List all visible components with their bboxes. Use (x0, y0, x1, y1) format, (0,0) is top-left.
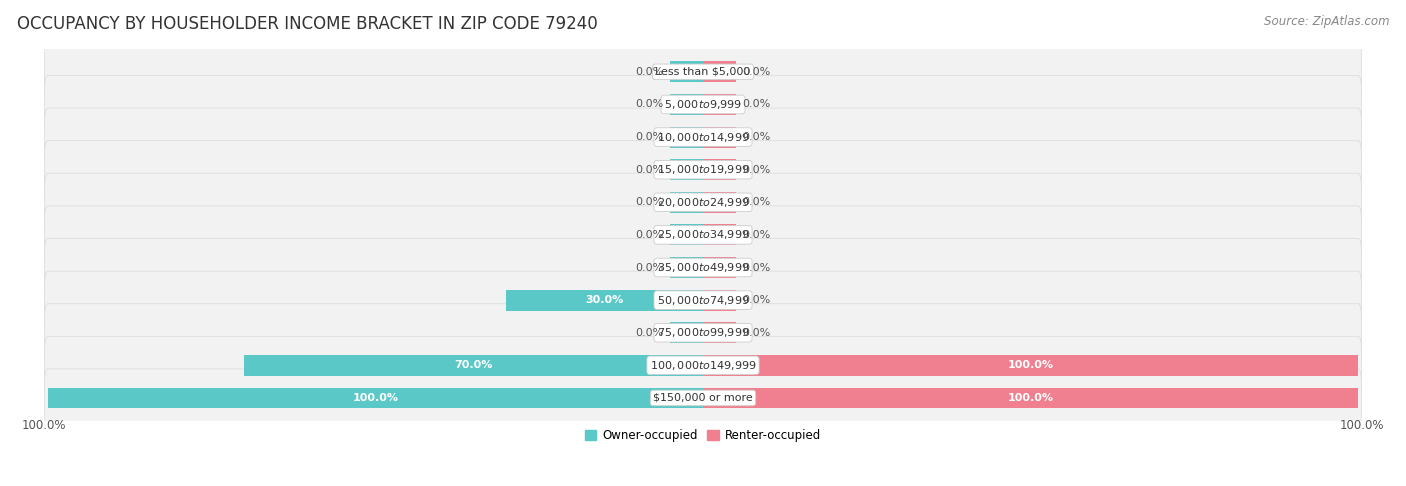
FancyBboxPatch shape (45, 43, 1361, 101)
Text: 0.0%: 0.0% (636, 328, 664, 338)
Text: 70.0%: 70.0% (454, 360, 494, 370)
Bar (671, 257, 703, 278)
Text: $100,000 to $149,999: $100,000 to $149,999 (650, 359, 756, 372)
Bar (703, 257, 735, 278)
Text: 0.0%: 0.0% (742, 328, 770, 338)
FancyBboxPatch shape (45, 304, 1361, 362)
Text: $35,000 to $49,999: $35,000 to $49,999 (657, 261, 749, 274)
Bar (703, 290, 735, 311)
Legend: Owner-occupied, Renter-occupied: Owner-occupied, Renter-occupied (579, 424, 827, 447)
Text: 0.0%: 0.0% (742, 197, 770, 208)
Bar (671, 192, 703, 213)
Text: 0.0%: 0.0% (742, 67, 770, 77)
Text: 30.0%: 30.0% (585, 295, 624, 305)
FancyBboxPatch shape (45, 174, 1361, 231)
Text: 0.0%: 0.0% (636, 165, 664, 174)
Text: $75,000 to $99,999: $75,000 to $99,999 (657, 326, 749, 339)
Bar (703, 192, 735, 213)
FancyBboxPatch shape (45, 369, 1361, 427)
Text: Source: ZipAtlas.com: Source: ZipAtlas.com (1264, 15, 1389, 28)
Text: 100.0%: 100.0% (1340, 419, 1385, 432)
Bar (671, 61, 703, 82)
Text: 100.0%: 100.0% (353, 393, 398, 403)
Bar (671, 127, 703, 147)
Text: $25,000 to $34,999: $25,000 to $34,999 (657, 228, 749, 242)
Text: 0.0%: 0.0% (636, 197, 664, 208)
Text: 100.0%: 100.0% (21, 419, 66, 432)
FancyBboxPatch shape (45, 108, 1361, 166)
Text: $150,000 or more: $150,000 or more (654, 393, 752, 403)
FancyBboxPatch shape (45, 206, 1361, 264)
Text: 100.0%: 100.0% (1008, 393, 1053, 403)
Bar (671, 159, 703, 180)
Bar (703, 159, 735, 180)
Text: 0.0%: 0.0% (742, 262, 770, 273)
Text: 0.0%: 0.0% (742, 100, 770, 109)
Bar (703, 355, 1358, 376)
Text: $20,000 to $24,999: $20,000 to $24,999 (657, 196, 749, 209)
Bar (506, 290, 703, 311)
Bar (703, 225, 735, 245)
Bar (703, 127, 735, 147)
FancyBboxPatch shape (45, 239, 1361, 296)
Text: 0.0%: 0.0% (636, 230, 664, 240)
Bar (703, 387, 1358, 408)
Text: 0.0%: 0.0% (636, 132, 664, 142)
Text: $10,000 to $14,999: $10,000 to $14,999 (657, 131, 749, 143)
Bar (703, 322, 735, 343)
FancyBboxPatch shape (45, 271, 1361, 329)
Bar (671, 225, 703, 245)
Text: 0.0%: 0.0% (636, 67, 664, 77)
Text: 0.0%: 0.0% (742, 295, 770, 305)
Text: $15,000 to $19,999: $15,000 to $19,999 (657, 163, 749, 176)
Text: $5,000 to $9,999: $5,000 to $9,999 (664, 98, 742, 111)
Text: 0.0%: 0.0% (742, 230, 770, 240)
Text: 0.0%: 0.0% (742, 165, 770, 174)
Bar (245, 355, 703, 376)
Text: Less than $5,000: Less than $5,000 (655, 67, 751, 77)
Text: 0.0%: 0.0% (636, 262, 664, 273)
Text: $50,000 to $74,999: $50,000 to $74,999 (657, 294, 749, 307)
Text: 0.0%: 0.0% (742, 132, 770, 142)
Bar (703, 61, 735, 82)
Bar (703, 94, 735, 115)
FancyBboxPatch shape (45, 336, 1361, 394)
Bar (671, 322, 703, 343)
Text: 0.0%: 0.0% (636, 100, 664, 109)
FancyBboxPatch shape (45, 140, 1361, 199)
Bar (671, 94, 703, 115)
Text: 100.0%: 100.0% (1008, 360, 1053, 370)
Text: OCCUPANCY BY HOUSEHOLDER INCOME BRACKET IN ZIP CODE 79240: OCCUPANCY BY HOUSEHOLDER INCOME BRACKET … (17, 15, 598, 33)
FancyBboxPatch shape (45, 75, 1361, 134)
Bar (48, 387, 703, 408)
